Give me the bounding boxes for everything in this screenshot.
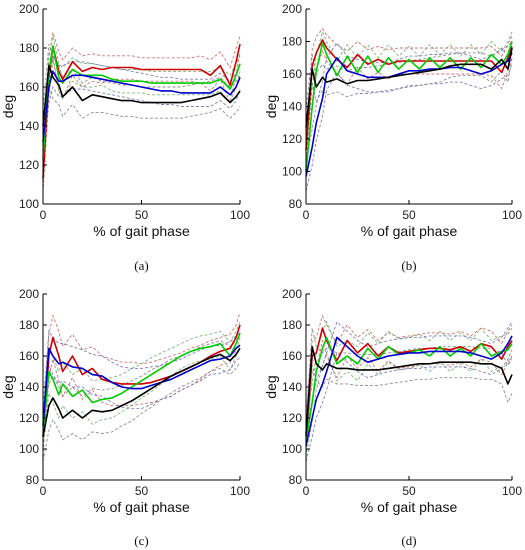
y-tick-label: 140 — [282, 100, 302, 114]
y-tick-label: 180 — [282, 35, 302, 49]
band-lower-line — [305, 64, 513, 192]
y-tick-label: 80 — [26, 473, 40, 487]
y-tick-label: 100 — [282, 442, 302, 456]
band-upper-line — [42, 43, 241, 111]
panel-label: (d) — [401, 533, 416, 548]
y-tick-label: 140 — [19, 119, 39, 133]
x-axis-label: % of gait phase — [361, 223, 458, 239]
band-lower-line — [305, 57, 513, 146]
y-tick-label: 160 — [19, 80, 39, 94]
band-lower-line — [305, 349, 513, 462]
band-lower-line — [305, 50, 513, 166]
y-tick-label: 80 — [289, 473, 303, 487]
y-tick-label: 140 — [19, 380, 39, 394]
y-tick-label: 140 — [282, 380, 302, 394]
y-tick-label: 200 — [282, 287, 302, 301]
band-upper-line — [42, 36, 241, 146]
band-upper-line — [42, 54, 241, 130]
band-upper-line — [42, 334, 241, 419]
series-line-4 — [42, 347, 241, 437]
panel-label: (b) — [401, 258, 416, 273]
y-tick-label: 160 — [19, 349, 39, 363]
series-line-3 — [305, 52, 513, 177]
band-upper-line — [42, 32, 241, 166]
band-upper-line — [305, 41, 513, 162]
x-tick-label: 0 — [303, 484, 310, 498]
band-upper-line — [305, 30, 513, 156]
y-tick-label: 100 — [282, 165, 302, 179]
band-upper-line — [305, 27, 513, 136]
series-line-2 — [42, 332, 241, 434]
series-line-1 — [42, 43, 241, 179]
x-axis-label: % of gait phase — [361, 499, 458, 515]
x-axis-label: % of gait phase — [93, 499, 190, 515]
chart-panel-1: 100 120 140 160 180 200 0 50 100 % of gait phase d… — [0, 2, 250, 273]
chart-panel-4: 80 100 120 140 160 180 200 0 50 100 % of gait phas… — [263, 287, 522, 548]
chart-panel-3: 80 100 120 140 160 180 200 0 50 100 % of gait phas… — [0, 287, 250, 548]
x-tick-label: 100 — [502, 484, 522, 498]
y-tick-label: 120 — [282, 132, 302, 146]
series-line-2 — [42, 45, 241, 160]
band-lower-line — [42, 55, 241, 173]
x-tick-label: 100 — [502, 208, 522, 222]
series-line-3 — [42, 70, 241, 142]
series-line-3 — [305, 335, 513, 447]
panel-label: (c) — [134, 533, 148, 548]
x-tick-label: 50 — [402, 208, 416, 222]
band-lower-line — [42, 337, 241, 453]
band-lower-line — [305, 351, 513, 457]
x-tick-label: 100 — [230, 484, 250, 498]
band-upper-line — [305, 314, 513, 419]
y-tick-label: 160 — [282, 349, 302, 363]
x-tick-label: 50 — [135, 208, 149, 222]
y-tick-label: 120 — [19, 158, 39, 172]
y-axis-label: deg — [0, 95, 16, 118]
y-tick-label: 100 — [19, 442, 39, 456]
y-axis-label: deg — [0, 375, 16, 398]
x-tick-label: 50 — [135, 484, 149, 498]
series-line-3 — [42, 344, 241, 426]
y-axis-label: deg — [263, 375, 279, 398]
band-upper-line — [305, 328, 513, 422]
x-tick-label: 0 — [40, 484, 47, 498]
x-tick-label: 0 — [303, 208, 310, 222]
y-tick-label: 120 — [19, 411, 39, 425]
y-tick-label: 200 — [19, 2, 39, 16]
band-lower-line — [305, 340, 513, 450]
y-tick-label: 120 — [282, 411, 302, 425]
x-tick-label: 50 — [402, 484, 416, 498]
y-tick-label: 80 — [289, 197, 303, 211]
y-tick-label: 180 — [282, 318, 302, 332]
band-lower-line — [42, 343, 241, 453]
y-tick-label: 160 — [282, 67, 302, 81]
band-upper-line — [42, 321, 241, 415]
series-line-4 — [305, 345, 513, 437]
panel-label: (a) — [134, 258, 148, 273]
y-tick-label: 180 — [19, 41, 39, 55]
band-lower-line — [42, 86, 241, 142]
series-line-1 — [305, 39, 513, 151]
y-tick-label: 200 — [19, 287, 39, 301]
y-tick-label: 200 — [282, 2, 302, 16]
y-axis-label: deg — [263, 95, 279, 118]
series-line-4 — [42, 64, 241, 127]
y-tick-label: 180 — [19, 318, 39, 332]
x-tick-label: 100 — [230, 208, 250, 222]
band-lower-line — [42, 357, 241, 443]
x-tick-label: 0 — [40, 208, 47, 222]
series-line-4 — [305, 47, 513, 128]
y-tick-label: 100 — [19, 197, 39, 211]
x-axis-label: % of gait phase — [93, 223, 190, 239]
band-lower-line — [42, 361, 241, 462]
band-upper-line — [42, 312, 241, 422]
chart-panel-2: 80 100 120 140 160 180 200 0 50 100 % of gait phas… — [263, 2, 522, 273]
